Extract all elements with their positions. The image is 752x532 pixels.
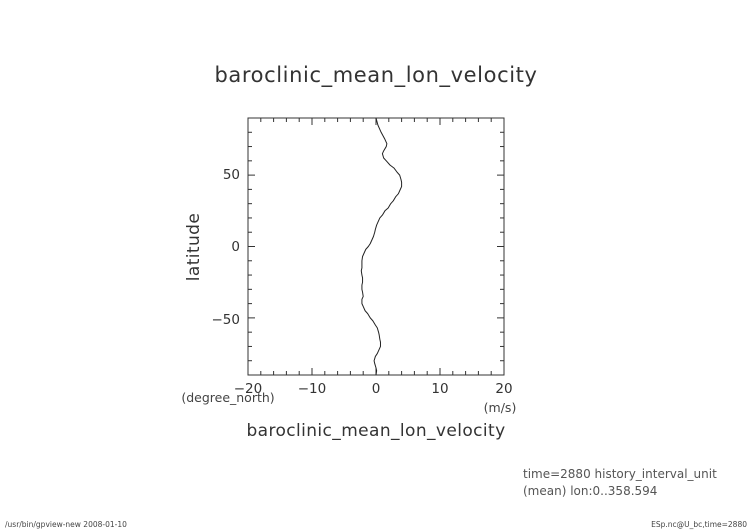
- series-line: [360, 117, 403, 376]
- y-axis-title: latitude: [184, 213, 204, 281]
- footer-left: /usr/bin/gpview-new 2008-01-10: [5, 520, 127, 529]
- x-tick-label: 0: [372, 381, 381, 397]
- series-layer: [360, 117, 403, 376]
- info-line-1: time=2880 history_interval_unit: [523, 467, 717, 481]
- x-axis-title: baroclinic_mean_lon_velocity: [246, 421, 505, 441]
- info-line-2: (mean) lon:0..358.594: [523, 484, 657, 498]
- x-unit-label: (m/s): [484, 400, 517, 415]
- y-tick-label: −50: [212, 312, 241, 328]
- y-unit-label: (degree_north): [181, 390, 274, 405]
- chart-title: baroclinic_mean_lon_velocity: [214, 63, 537, 88]
- x-tick-label: 10: [431, 381, 448, 397]
- x-tick-label: 20: [495, 381, 512, 397]
- x-tick-label: −10: [298, 381, 327, 397]
- footer-right: ESp.nc@U_bc,time=2880: [651, 520, 747, 529]
- plot-frame: [247, 117, 505, 376]
- tick-marks: [247, 118, 505, 375]
- x-tick-label: −20: [234, 381, 263, 397]
- y-tick-label: 50: [223, 167, 240, 183]
- y-tick-label: 0: [231, 239, 240, 255]
